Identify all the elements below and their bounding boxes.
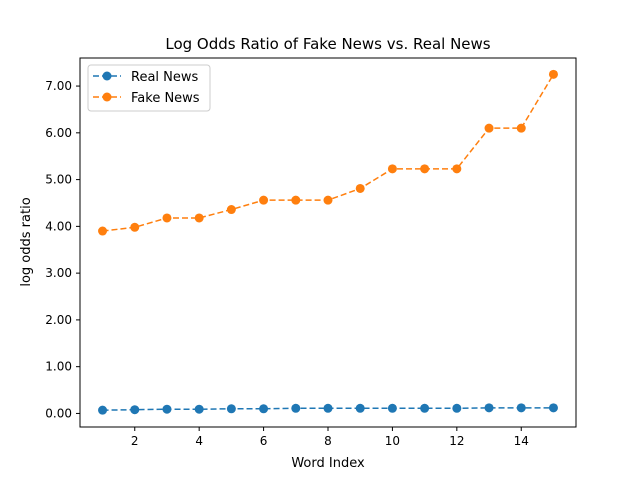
plot-area: [80, 58, 576, 427]
real-news-point: [194, 404, 204, 414]
y-tick-label: 1.00: [45, 360, 72, 374]
real-news-point: [98, 405, 108, 415]
y-axis: 0.00 1.00 2.00 3.00 4.00 5.00 6.00 7.00: [45, 79, 80, 420]
real-news-legend-marker: [102, 71, 112, 81]
x-tick-label: 4: [195, 434, 203, 448]
real-news-point: [355, 403, 365, 413]
fake-news-point: [259, 195, 269, 205]
y-axis-label: log odds ratio: [19, 197, 34, 286]
x-tick-label: 6: [260, 434, 268, 448]
x-tick-label: 10: [385, 434, 400, 448]
fake-news-point: [387, 164, 397, 174]
fake-news-point: [226, 205, 236, 215]
fake-news-point: [355, 183, 365, 193]
fake-news-point: [420, 164, 430, 174]
fake-news-legend-label: Fake News: [131, 91, 200, 106]
real-news-legend-label: Real News: [131, 70, 199, 85]
x-tick-label: 12: [449, 434, 464, 448]
y-tick-label: 0.00: [45, 406, 72, 420]
fake-news-point: [548, 69, 558, 79]
x-axis-label: Word Index: [291, 456, 365, 471]
y-tick-label: 7.00: [45, 79, 72, 93]
fake-news-legend-marker: [102, 92, 112, 102]
y-tick-label: 3.00: [45, 266, 72, 280]
real-news-point: [548, 403, 558, 413]
real-news-point: [387, 403, 397, 413]
fake-news-point: [516, 123, 526, 133]
real-news-point: [130, 405, 140, 415]
fake-news-point: [291, 195, 301, 205]
fake-news-point: [484, 123, 494, 133]
x-tick-label: 2: [131, 434, 139, 448]
y-tick-label: 5.00: [45, 173, 72, 187]
real-news-point: [323, 403, 333, 413]
real-news-point: [452, 403, 462, 413]
real-news-point: [484, 403, 494, 413]
fake-news-point: [98, 226, 108, 236]
x-tick-label: 8: [324, 434, 332, 448]
real-news-point: [291, 403, 301, 413]
y-tick-label: 4.00: [45, 219, 72, 233]
legend-box: [87, 64, 211, 112]
real-news-point: [162, 404, 172, 414]
real-news-point: [516, 403, 526, 413]
fake-news-point: [323, 195, 333, 205]
x-axis: 2 4 6 8 10 12 14: [131, 427, 529, 448]
real-news-point: [226, 404, 236, 414]
fake-news-point: [194, 213, 204, 223]
series-layer: [98, 69, 558, 415]
y-tick-label: 2.00: [45, 313, 72, 327]
real-news-point: [259, 404, 269, 414]
fake-news-point: [452, 164, 462, 174]
legend: Real News Fake News: [87, 64, 211, 112]
fake-news-point: [162, 213, 172, 223]
fake-news-point: [130, 222, 140, 232]
x-tick-label: 14: [514, 434, 529, 448]
y-tick-label: 6.00: [45, 126, 72, 140]
real-news-point: [420, 403, 430, 413]
chart-title: Log Odds Ratio of Fake News vs. Real New…: [165, 35, 490, 53]
plot-frame: [79, 57, 577, 428]
